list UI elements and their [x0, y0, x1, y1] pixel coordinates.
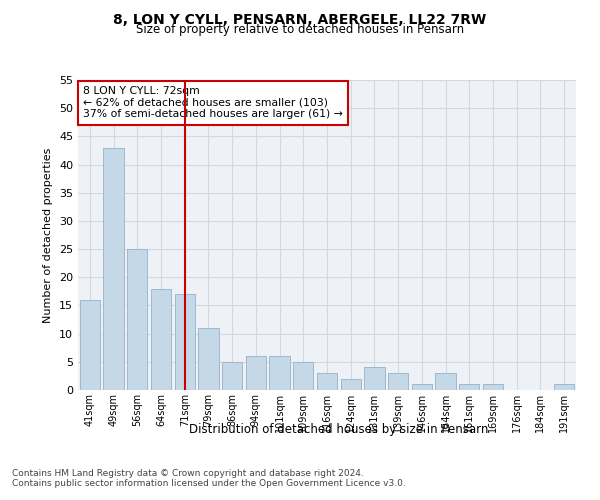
Text: 8, LON Y CYLL, PENSARN, ABERGELE, LL22 7RW: 8, LON Y CYLL, PENSARN, ABERGELE, LL22 7… [113, 12, 487, 26]
Bar [364, 368, 385, 390]
Bar [388, 373, 408, 390]
Bar [554, 384, 574, 390]
Bar [269, 356, 290, 390]
Bar [246, 356, 266, 390]
Bar [412, 384, 432, 390]
Bar [151, 288, 171, 390]
Bar [459, 384, 479, 390]
Y-axis label: Number of detached properties: Number of detached properties [43, 148, 53, 322]
Text: Size of property relative to detached houses in Pensarn: Size of property relative to detached ho… [136, 22, 464, 36]
Text: 8 LON Y CYLL: 72sqm
← 62% of detached houses are smaller (103)
37% of semi-detac: 8 LON Y CYLL: 72sqm ← 62% of detached ho… [83, 86, 343, 120]
Bar [317, 373, 337, 390]
Bar [127, 249, 148, 390]
Text: Distribution of detached houses by size in Pensarn: Distribution of detached houses by size … [190, 422, 488, 436]
Bar [222, 362, 242, 390]
Bar [436, 373, 455, 390]
Bar [483, 384, 503, 390]
Bar [175, 294, 195, 390]
Bar [199, 328, 218, 390]
Bar [293, 362, 313, 390]
Bar [103, 148, 124, 390]
Bar [80, 300, 100, 390]
Text: Contains HM Land Registry data © Crown copyright and database right 2024.: Contains HM Land Registry data © Crown c… [12, 468, 364, 477]
Bar [341, 378, 361, 390]
Text: Contains public sector information licensed under the Open Government Licence v3: Contains public sector information licen… [12, 478, 406, 488]
